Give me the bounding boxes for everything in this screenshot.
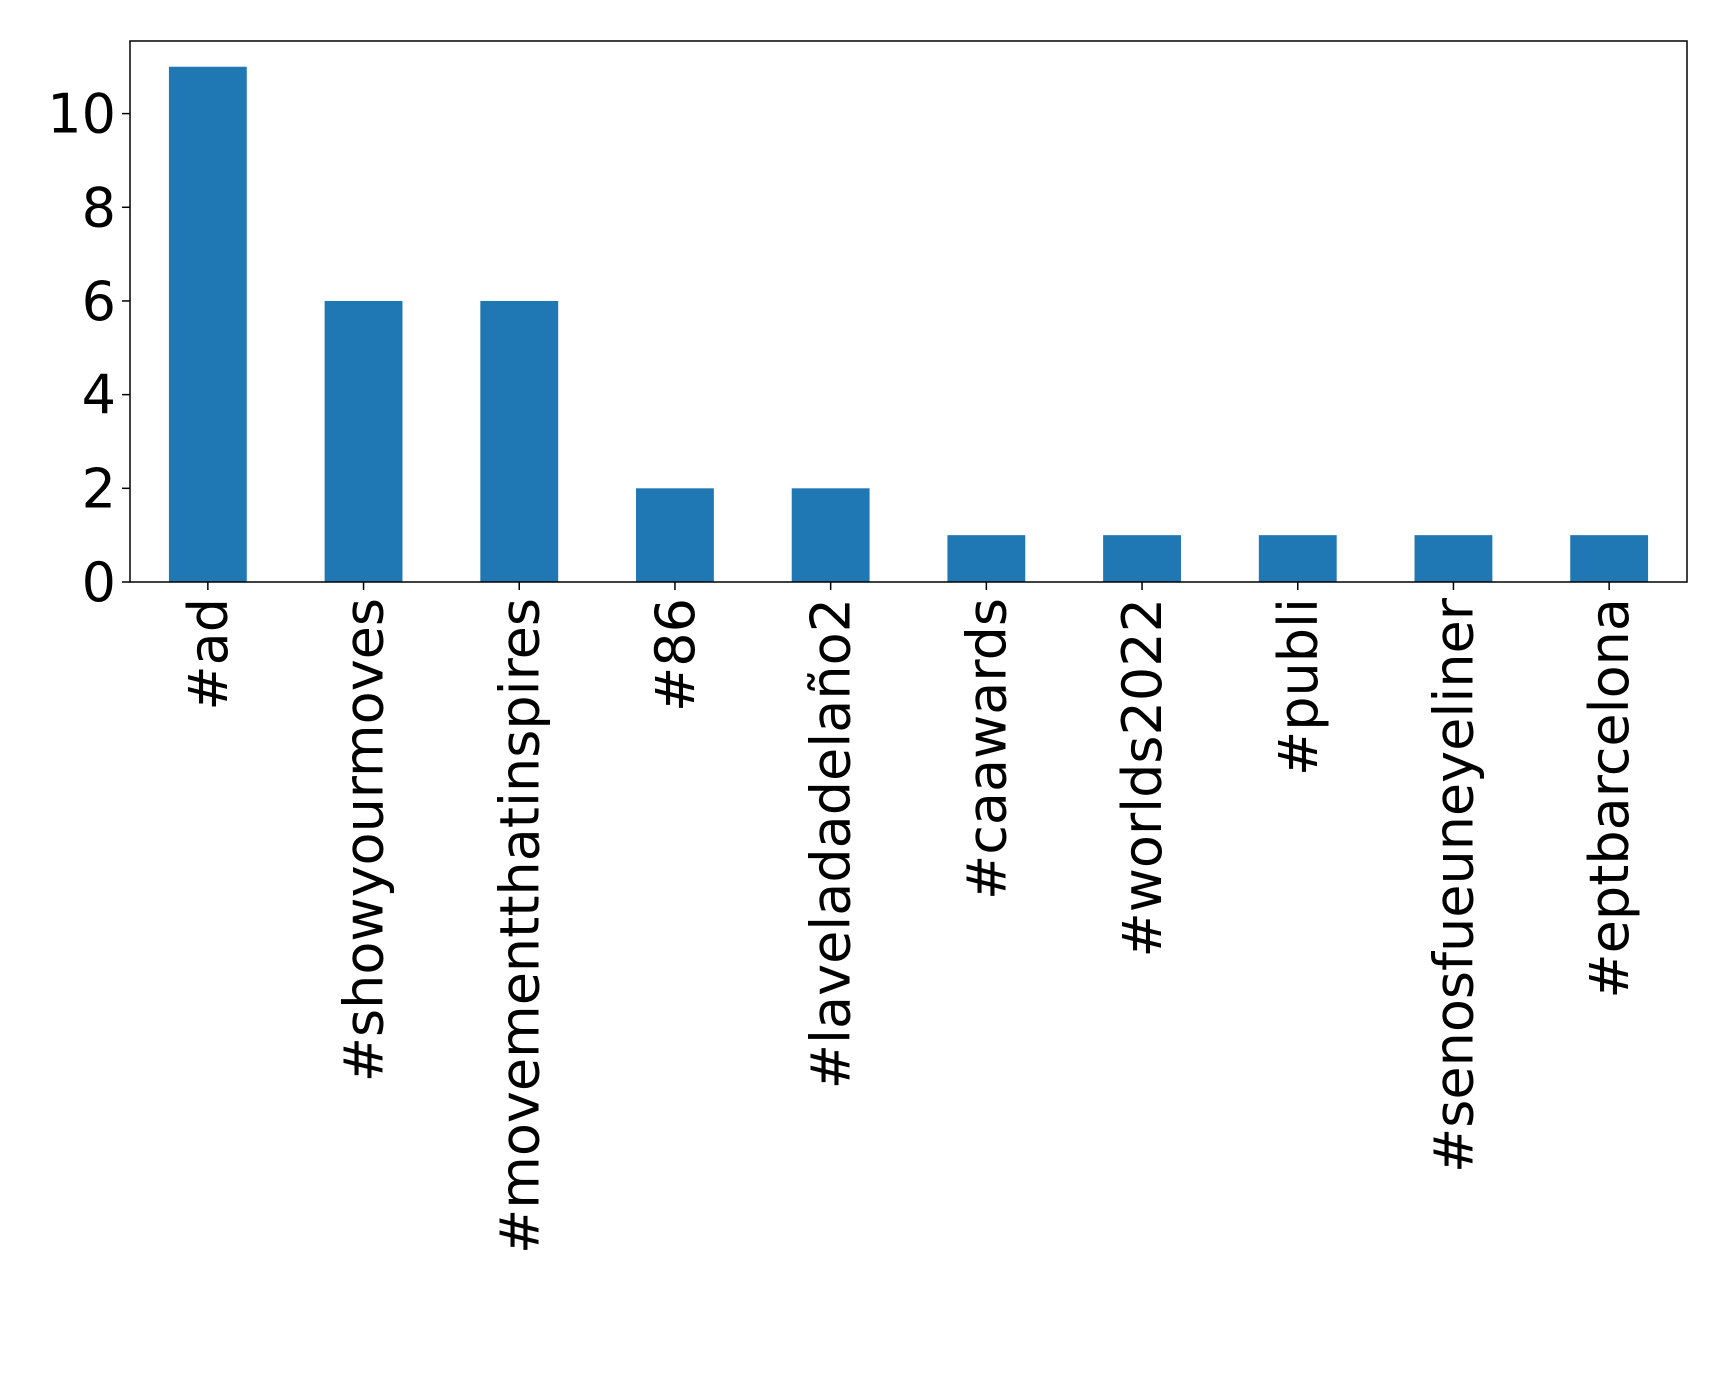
x-tick-label: #publi [1267,598,1330,776]
x-tick-label: #laveladadelaño2 [800,598,863,1089]
bar [324,300,403,582]
bar [1570,535,1649,582]
bar [480,300,559,582]
x-tick-label: #caawards [955,598,1018,900]
bar [947,535,1026,582]
y-tick-label: 2 [82,457,116,520]
x-tick-label: #86 [644,598,707,712]
bar [636,488,714,582]
bar [1258,535,1337,582]
y-tick-label: 4 [82,364,116,427]
y-tick-label: 10 [47,83,116,146]
bar [791,488,870,582]
y-tick-label: 0 [82,551,116,614]
x-tick-label: #ad [177,598,240,711]
bar [1103,535,1181,582]
x-tick-label: #showyourmoves [333,598,396,1082]
plot-frame [129,40,1688,583]
x-tick-label: #senosfueuneyeliner [1422,597,1485,1173]
y-tick-label: 8 [82,176,116,239]
bar [1414,535,1493,582]
x-tick-label: #worlds2022 [1111,598,1174,958]
y-tick-label: 6 [82,270,116,333]
bar [168,66,247,582]
x-tick-label: #eptbarcelona [1578,598,1641,999]
x-tick-label: #movementthatinspires [488,598,551,1254]
